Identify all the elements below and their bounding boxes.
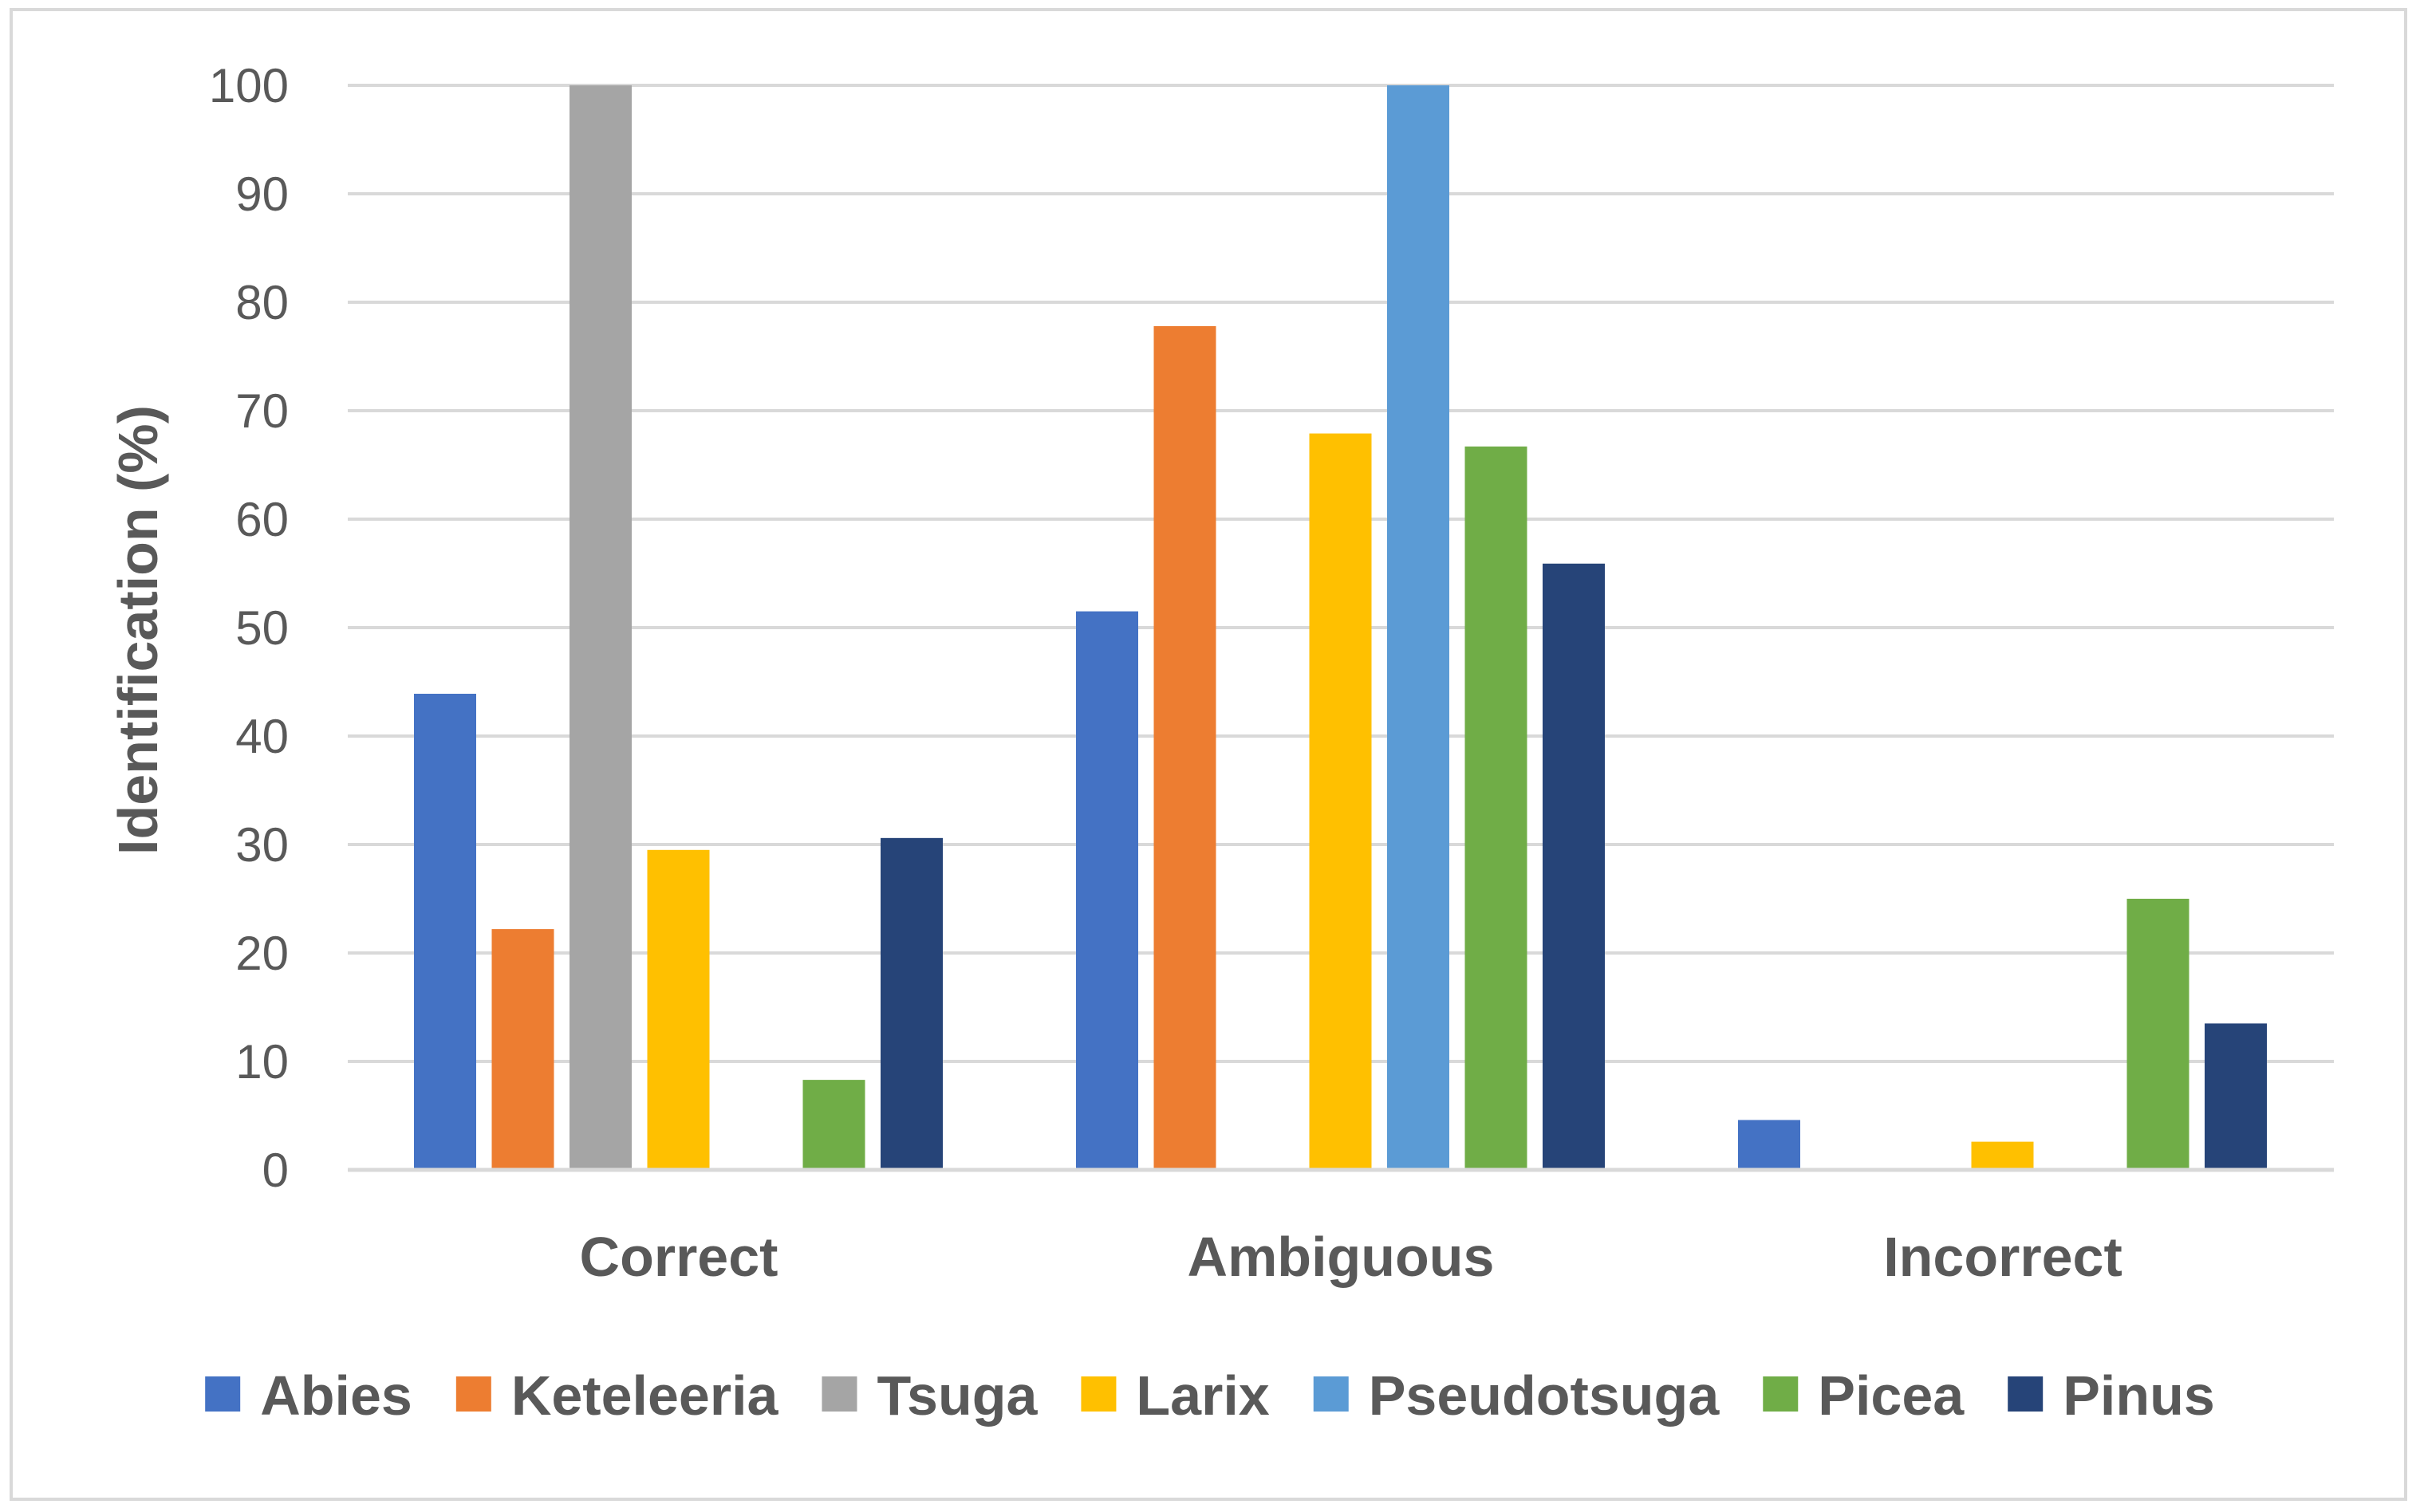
legend-item-larix: Larix [1081,1364,1270,1427]
bar-larix-correct [647,849,710,1170]
bar-picea-incorrect [2126,899,2189,1170]
x-category-label: Ambiguous [1188,1226,1495,1288]
y-tick-label: 90 [235,167,289,221]
bar-tsuga-correct [570,85,632,1170]
legend-label: Pinus [2063,1364,2215,1427]
y-tick-label: 80 [235,276,289,329]
legend-swatch [1313,1376,1349,1412]
legend-swatch [1763,1376,1799,1412]
legend-label: Keteleeria [511,1364,779,1427]
y-tick-label: 0 [262,1144,289,1197]
bar-picea-ambiguous [1464,446,1527,1170]
bars [414,85,2267,1170]
bar-abies-ambiguous [1076,611,1138,1170]
bar-keteleeria-ambiguous [1153,325,1216,1170]
bar-pinus-ambiguous [1543,563,1605,1170]
legend-swatch [205,1376,241,1412]
legend-item-pseudotsuga: Pseudotsuga [1313,1364,1720,1427]
axes: 0 10 20 30 40 50 60 70 80 90 100 Correct Ambiguous In… [209,59,2334,1288]
y-tick-label: 40 [235,710,289,763]
bar-abies-incorrect [1738,1120,1800,1170]
legend-swatch [822,1376,857,1412]
bar-larix-ambiguous [1309,433,1372,1170]
y-tick-label: 50 [235,601,289,655]
bar-pinus-incorrect [2205,1023,2267,1170]
legend-swatch [455,1376,491,1412]
legend-item-abies: Abies [205,1364,412,1427]
y-tick-label: 60 [235,493,289,546]
legend-item-keteleeria: Keteleeria [455,1364,779,1427]
bar-pinus-correct [881,837,943,1170]
y-tick-label: 30 [235,818,289,872]
y-tick-label: 10 [235,1035,289,1089]
bar-abies-correct [414,693,476,1170]
x-category-label: Correct [580,1226,778,1288]
legend-label: Pseudotsuga [1369,1364,1720,1427]
legend-label: Tsuga [877,1364,1038,1427]
bar-larix-incorrect [1971,1141,2034,1170]
y-axis-title: Identification (%) [107,405,169,855]
bar-keteleeria-correct [491,929,554,1170]
legend-item-pinus: Pinus [2008,1364,2215,1427]
legend: Abies Keteleeria Tsuga Larix Pseudotsuga Pice… [205,1364,2215,1427]
legend-item-tsuga: Tsuga [822,1364,1038,1427]
x-category-label: Incorrect [1883,1226,2122,1288]
legend-label: Larix [1136,1364,1269,1427]
bar-picea-correct [802,1080,865,1170]
legend-item-picea: Picea [1763,1364,1965,1427]
y-tick-label: 100 [209,59,289,112]
y-tick-label: 20 [235,927,289,980]
bar-pseudotsuga-ambiguous [1387,85,1449,1170]
legend-swatch [1081,1376,1117,1412]
y-tick-label: 70 [235,384,289,438]
legend-swatch [2008,1376,2044,1412]
legend-label: Abies [260,1364,412,1427]
legend-label: Picea [1818,1364,1965,1427]
